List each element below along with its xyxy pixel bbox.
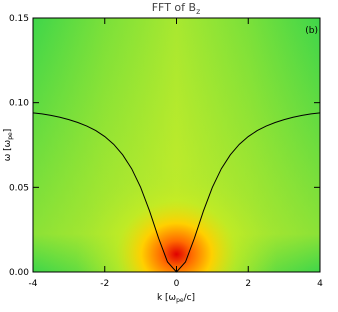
y-tick-label: 0.00 — [9, 268, 29, 278]
x-tick-label: 4 — [317, 279, 323, 289]
chart-title: FFT of Bz — [152, 1, 201, 16]
x-tick-label: -2 — [100, 279, 109, 289]
y-axis-label: ω [ωpe] — [3, 129, 14, 161]
spectrum-peak — [33, 18, 320, 272]
dispersion-curve — [32, 112, 321, 273]
annotation: (b) — [305, 26, 318, 36]
y-tick-label: 0.10 — [9, 99, 29, 109]
y-tick-label: 0.05 — [9, 183, 29, 193]
x-tick-label: 2 — [245, 279, 251, 289]
x-tick-label: -4 — [29, 279, 38, 289]
x-tick-label: 0 — [174, 279, 180, 289]
y-tick-label: 0.15 — [9, 14, 29, 24]
x-axis-label: k [ωpe/c] — [157, 293, 195, 304]
